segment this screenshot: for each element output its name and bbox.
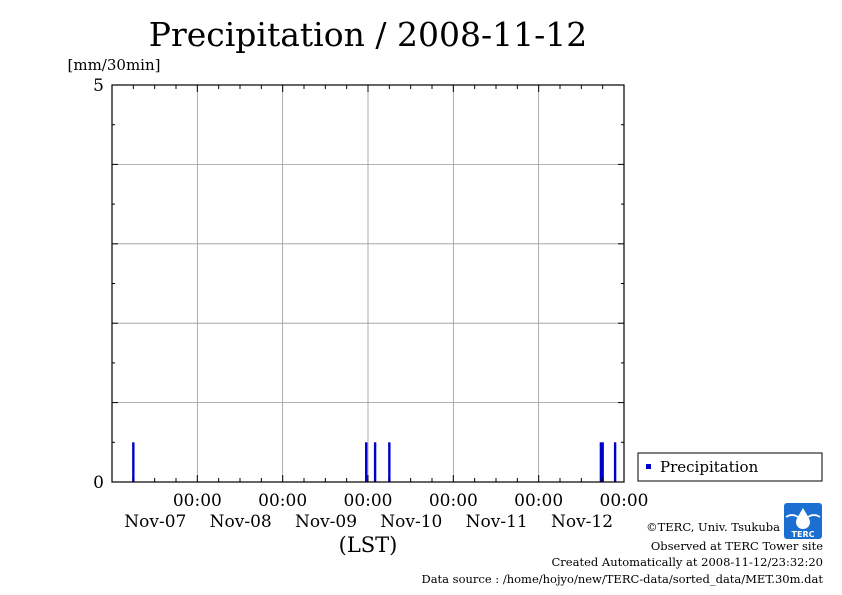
x-tick-date-label: Nov-09 <box>295 512 357 532</box>
chart-title: Precipitation / 2008-11-12 <box>149 15 587 54</box>
x-tick-time-label: 00:00 <box>600 491 649 511</box>
x-tick-date-label: Nov-07 <box>124 512 186 532</box>
y-tick-label: 5 <box>93 76 104 96</box>
x-tick-date-label: Nov-11 <box>466 512 528 532</box>
wave-icon <box>785 514 799 518</box>
x-axis-label: (LST) <box>339 533 398 557</box>
legend-box <box>637 452 823 482</box>
x-tick-date-label: Nov-10 <box>380 512 442 532</box>
x-tick-time-label: 00:00 <box>514 491 563 511</box>
legend: Precipitation <box>637 452 823 482</box>
logo-text: TERC <box>792 530 815 539</box>
x-tick-time-label: 00:00 <box>429 491 478 511</box>
y-axis-unit: [mm/30min] <box>68 56 161 74</box>
grid <box>112 85 624 482</box>
y-tick-label: 0 <box>93 473 104 493</box>
footer-observed: Observed at TERC Tower site <box>651 539 823 553</box>
footer-created: Created Automatically at 2008-11-12/23:3… <box>552 555 824 569</box>
precipitation-bar <box>613 442 617 482</box>
x-tick-date-label: Nov-12 <box>551 512 613 532</box>
x-axis: 00:00Nov-0700:00Nov-0800:00Nov-0900:00No… <box>111 85 649 532</box>
legend-label: Precipitation <box>660 458 759 476</box>
x-tick-date-label: Nov-08 <box>210 512 272 532</box>
x-tick-time-label: 00:00 <box>344 491 393 511</box>
precipitation-bar <box>373 442 377 482</box>
x-tick-time-label: 00:00 <box>173 491 222 511</box>
x-tick-time-label: 00:00 <box>258 491 307 511</box>
legend-swatch <box>646 464 651 469</box>
precipitation-bar <box>599 442 603 482</box>
precipitation-bar <box>388 442 391 482</box>
precipitation-bar <box>601 442 604 482</box>
precipitation-bars <box>132 442 617 482</box>
wave-icon <box>807 514 821 518</box>
precipitation-bar <box>365 442 368 482</box>
precipitation-bar <box>132 442 135 482</box>
y-axis: 05 <box>93 76 624 493</box>
water-drop-icon <box>796 508 810 529</box>
terc-logo: TERC <box>784 503 822 539</box>
footer-copyright: ©TERC, Univ. Tsukuba <box>646 520 780 534</box>
footer-source: Data source : /home/hojyo/new/TERC-data/… <box>421 572 823 586</box>
